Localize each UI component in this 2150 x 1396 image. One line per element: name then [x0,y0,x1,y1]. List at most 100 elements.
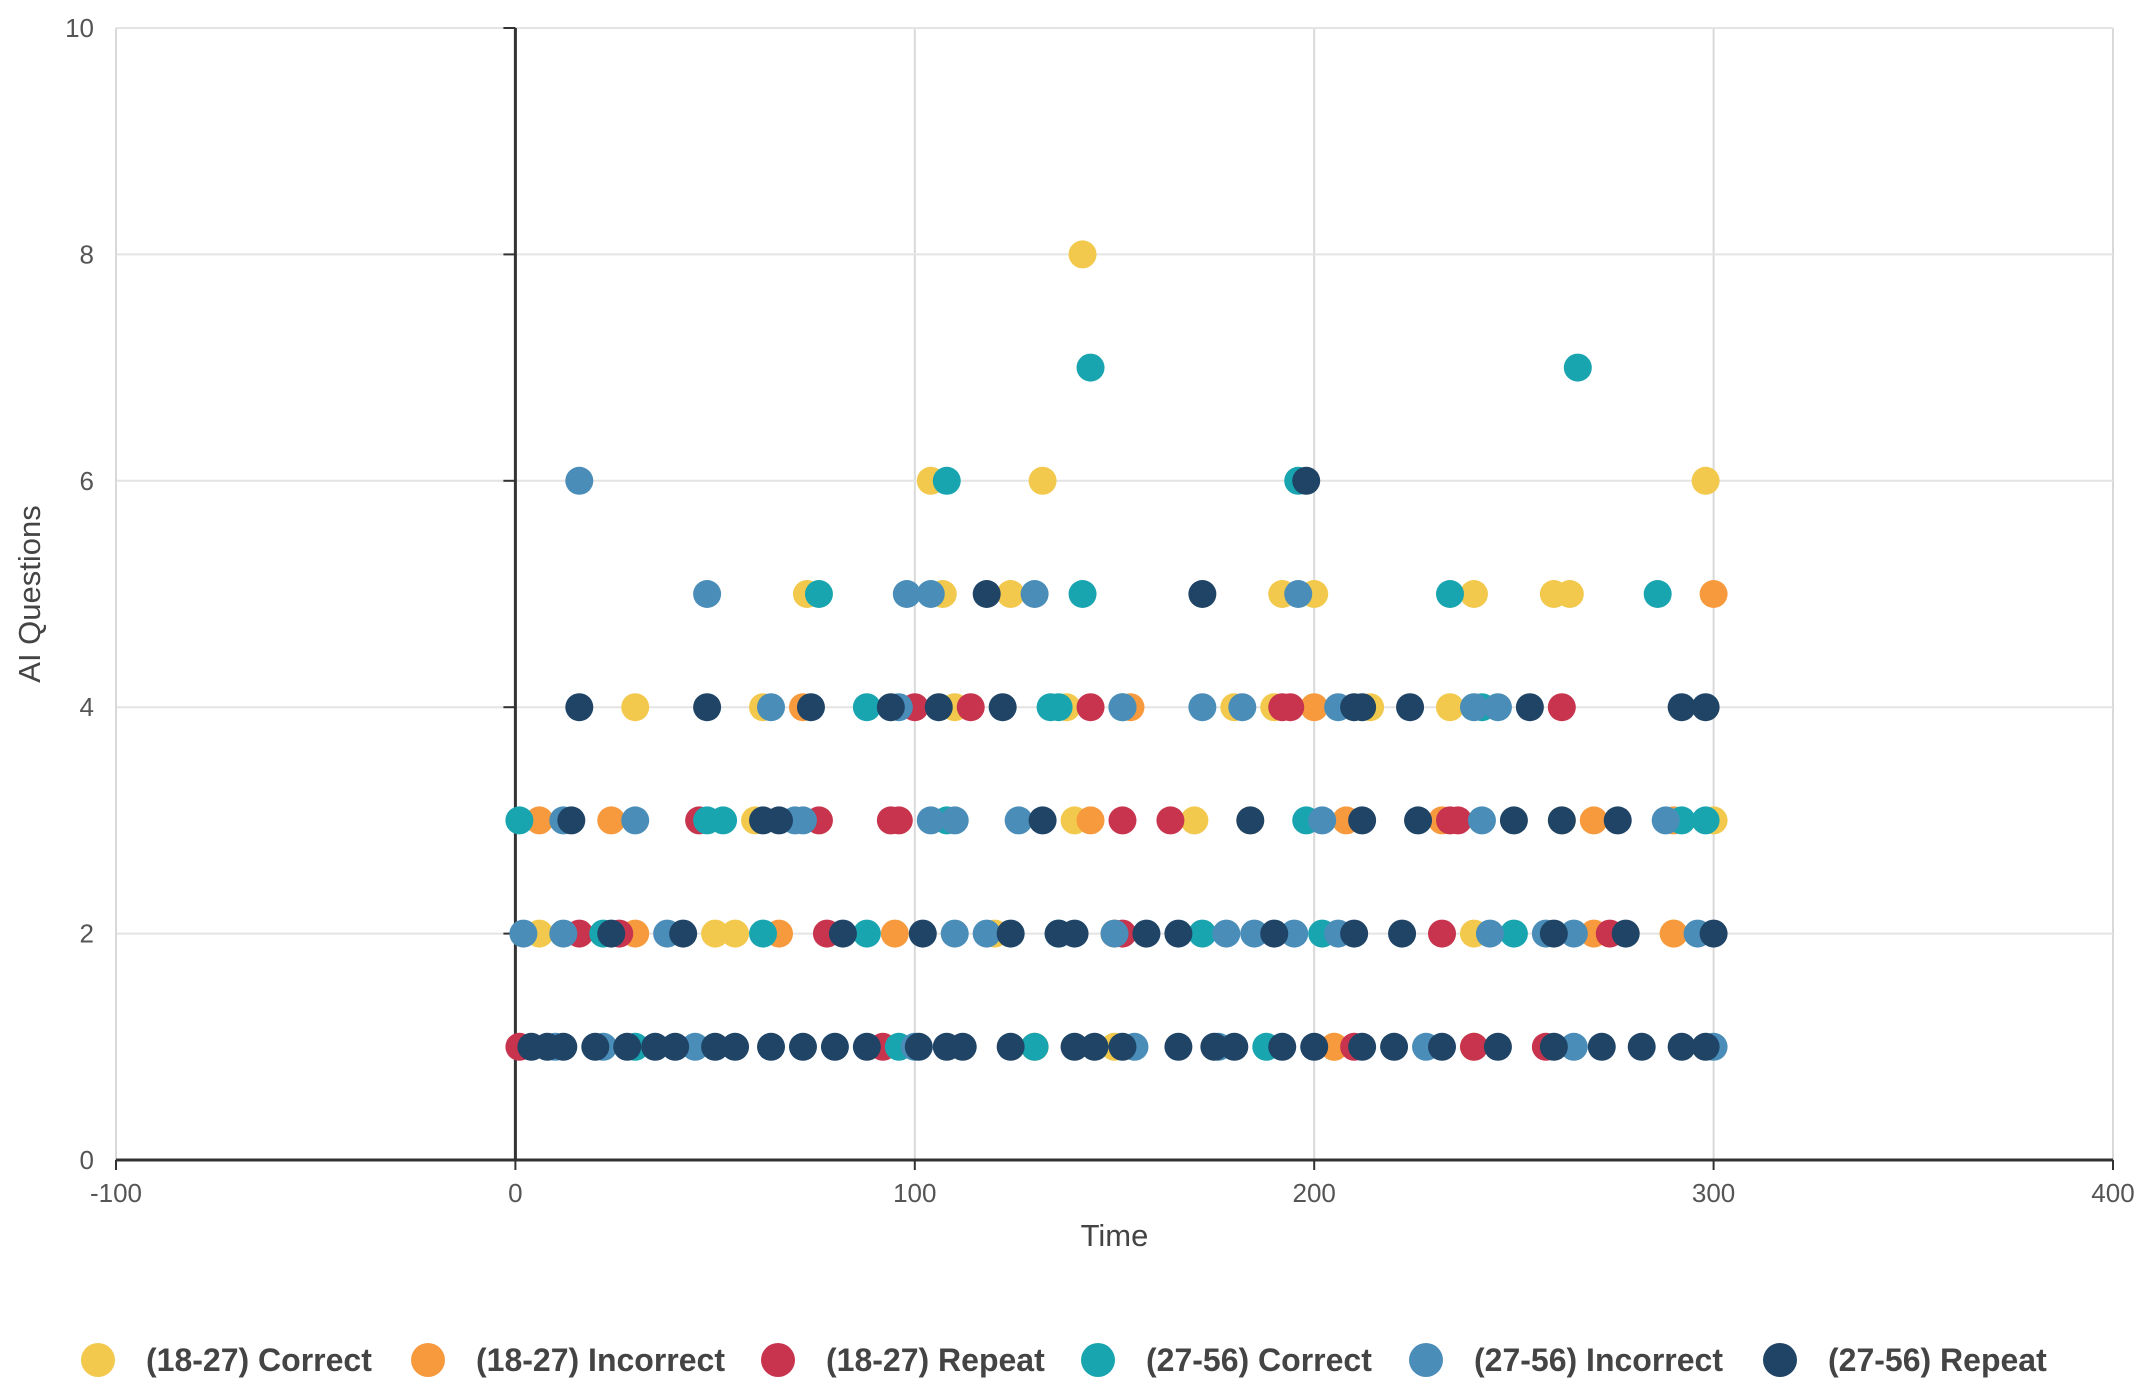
scatter-point [693,693,722,722]
scatter-point [765,806,794,835]
scatter-point [788,1032,817,1061]
grid-lines [115,27,2114,1160]
scatter-point [1280,919,1309,948]
scatter-point [1164,919,1193,948]
scatter-point [549,919,578,948]
scatter-point [1236,806,1265,835]
scatter-point [1579,806,1608,835]
legend-label: (18-27) Repeat [826,1342,1045,1378]
scatter-point [1180,806,1209,835]
y-tick-label: 10 [65,13,94,43]
scatter-point [1300,693,1329,722]
scatter-point [1563,353,1592,382]
scatter-point [852,693,881,722]
x-tick-label: -100 [90,1178,142,1208]
legend-marker [1081,1343,1115,1377]
scatter-point [621,806,650,835]
scatter-point [721,919,750,948]
scatter-point [509,919,538,948]
scatter-point [1292,466,1321,495]
scatter-point [1667,693,1696,722]
scatter-point [1611,919,1640,948]
scatter-point [1220,1032,1249,1061]
scatter-point [757,1032,786,1061]
scatter-point [1228,693,1257,722]
scatter-point [924,693,953,722]
scatter-point [1348,806,1377,835]
x-tick-label: 200 [1293,1178,1336,1208]
scatter-point [1100,919,1129,948]
scatter-point [1348,693,1377,722]
scatter-point [904,1032,933,1061]
scatter-point [1164,1032,1193,1061]
scatter-point [1268,1032,1297,1061]
scatter-point [1475,919,1504,948]
y-tick-label: 8 [80,239,94,269]
x-tick-label: 100 [893,1178,936,1208]
scatter-point [1308,806,1337,835]
scatter-point [581,1032,610,1061]
scatter-point [1076,353,1105,382]
scatter-point [1459,1032,1488,1061]
scatter-point [956,693,985,722]
scatter-point [1539,919,1568,948]
scatter-point [804,580,833,608]
y-tick-label: 0 [80,1145,94,1175]
scatter-point [1396,693,1425,722]
scatter-point [1435,693,1464,722]
scatter-point [1459,693,1488,722]
scatter-point [1108,693,1137,722]
scatter-point [820,1032,849,1061]
scatter-point [1076,693,1105,722]
scatter-point [701,1032,730,1061]
legend-label: (27-56) Incorrect [1474,1342,1723,1378]
scatter-point [1691,466,1720,495]
scatter-point [1691,1032,1720,1061]
scatter-point [1643,580,1672,608]
scatter-point [996,919,1025,948]
scatter-point [884,806,913,835]
scatter-point [1348,1032,1377,1061]
scatter-point [916,806,945,835]
scatter-point [1404,806,1433,835]
scatter-point [1108,1032,1137,1061]
scatter-point [1108,806,1137,835]
scatter-point [597,806,626,835]
scatter-point [641,1032,670,1061]
scatter-point [1028,806,1057,835]
scatter-point [1388,919,1417,948]
scatter-point [1284,580,1313,608]
scatter-point [1667,1032,1696,1061]
scatter-point [1699,919,1728,948]
scatter-point [709,806,738,835]
scatter-point [1499,806,1528,835]
scatter-point [1547,693,1576,722]
scatter-point [681,1032,710,1061]
scatter-point [1020,1032,1049,1061]
scatter-point [1340,919,1369,948]
scatter-point [852,919,881,948]
scatter-point [565,693,594,722]
scatter-point [1076,806,1105,835]
scatter-point [1559,1032,1588,1061]
scatter-point [1132,919,1161,948]
scatter-point [621,693,650,722]
scatter-point [1539,1032,1568,1061]
y-tick-label: 4 [80,692,94,722]
legend-marker [761,1343,795,1377]
scatter-point [749,919,778,948]
scatter-point [940,919,969,948]
scatter-point [1156,806,1185,835]
scatter-point [1004,806,1033,835]
scatter-point [1068,240,1097,269]
scatter-point [1428,919,1457,948]
scatter-point [661,1032,690,1061]
scatter-point [796,693,825,722]
scatter-point [757,693,786,722]
scatter-point [940,806,969,835]
scatter-point [1603,806,1632,835]
scatter-point [1691,693,1720,722]
scatter-point [996,1032,1025,1061]
scatter-point [932,466,961,495]
